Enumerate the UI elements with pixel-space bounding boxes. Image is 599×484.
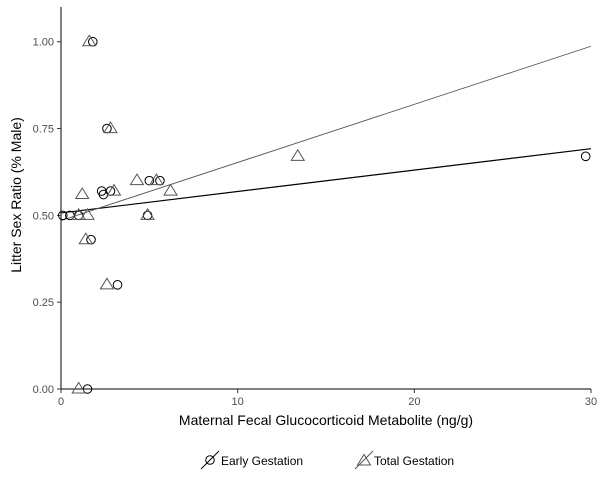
total-gestation-point xyxy=(106,183,122,196)
total-gestation-point xyxy=(74,187,90,200)
trend-lines xyxy=(60,45,592,222)
x-tick-label: 0 xyxy=(58,396,64,408)
total-gestation-point xyxy=(290,148,306,161)
legend-key-early xyxy=(200,450,220,470)
legend-label: Total Gestation xyxy=(374,454,454,468)
total-gestation-point xyxy=(149,173,164,186)
y-tick-label: 0.25 xyxy=(33,297,54,309)
total-gestation-point xyxy=(81,34,97,47)
x-tick-label: 10 xyxy=(232,396,244,408)
x-tick-label: 30 xyxy=(585,396,597,408)
early-gestation-trend-line xyxy=(60,148,592,214)
legend-key-total xyxy=(354,450,374,470)
total-gestation-point xyxy=(80,207,95,220)
early-gestation-point xyxy=(57,210,68,221)
legend-line-sample xyxy=(354,450,374,470)
total-gestation-point xyxy=(71,207,87,220)
early-gestation-point xyxy=(112,280,123,290)
total-gestation-point xyxy=(129,173,145,186)
y-tick-label: 1.00 xyxy=(33,37,54,49)
y-tick-label: 0.75 xyxy=(33,124,54,136)
y-ticks: 0.00 0.25 0.50 0.75 1.00 xyxy=(33,37,61,396)
data-points xyxy=(57,34,591,394)
y-axis-title: Litter Sex Ratio (% Male) xyxy=(8,117,24,273)
total-gestation-point xyxy=(78,232,94,245)
x-tick-label: 20 xyxy=(408,396,420,408)
y-tick-label: 0.00 xyxy=(33,384,54,396)
total-gestation-point xyxy=(163,183,178,196)
legend-line-sample xyxy=(200,450,220,470)
total-gestation-point xyxy=(103,121,118,134)
total-gestation-point xyxy=(140,207,155,220)
axes xyxy=(60,7,591,390)
total-gestation-point xyxy=(71,381,87,394)
legend: Early Gestation Total Gestation xyxy=(200,450,454,470)
total-gestation-point xyxy=(99,277,115,290)
total-gestation-trend-line xyxy=(60,45,592,222)
legend-circle-marker xyxy=(205,455,215,465)
legend-triangle-marker xyxy=(356,453,372,466)
x-axis-title: Maternal Fecal Glucocorticoid Metabolite… xyxy=(179,412,473,428)
legend-label: Early Gestation xyxy=(221,454,303,468)
x-ticks: 0 10 20 30 xyxy=(58,389,597,408)
early-gestation-point xyxy=(142,210,153,221)
early-gestation-point xyxy=(580,151,591,162)
y-tick-label: 0.50 xyxy=(33,210,54,222)
